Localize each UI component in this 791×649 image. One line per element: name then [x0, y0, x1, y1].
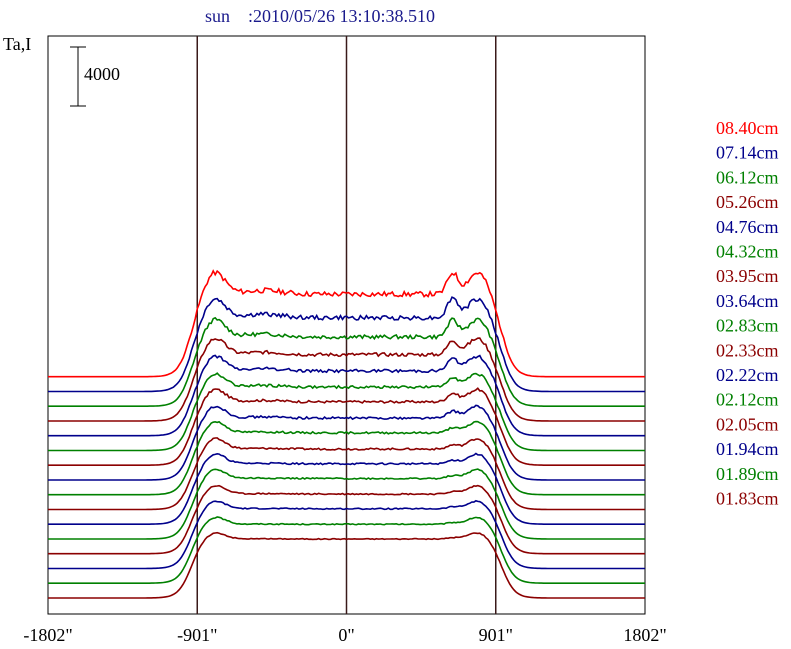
- series-line-02.22cm: [48, 452, 645, 525]
- legend-entry: 02.83cm: [716, 316, 779, 336]
- series-line-07.14cm: [48, 296, 645, 393]
- legend-entry: 03.95cm: [716, 266, 779, 286]
- series-group: [48, 269, 645, 599]
- x-tick-label: -1802": [23, 625, 72, 645]
- series-line-04.32cm: [48, 372, 645, 452]
- legend-entry: 02.33cm: [716, 340, 779, 360]
- legend-entry: 01.94cm: [716, 439, 779, 459]
- series-line-02.05cm: [48, 484, 645, 555]
- legend-entry: 05.26cm: [716, 192, 779, 212]
- scale-bar-label: 4000: [84, 64, 120, 84]
- legend-entry: 02.22cm: [716, 365, 779, 385]
- chart-title: sun :2010/05/26 13:10:38.510: [205, 6, 435, 26]
- legend-entry: 03.64cm: [716, 291, 779, 311]
- series-line-01.83cm: [48, 531, 645, 599]
- legend-entry: 04.32cm: [716, 242, 779, 262]
- series-line-02.33cm: [48, 437, 645, 511]
- x-tick-label: 1802": [623, 625, 666, 645]
- series-line-01.94cm: [48, 499, 645, 570]
- series-line-08.40cm: [48, 269, 645, 378]
- legend: 08.40cm 07.14cm 06.12cm 05.26cm 04.76cm 04.32…: [716, 118, 779, 509]
- series-line-05.26cm: [48, 337, 645, 422]
- series-line-02.83cm: [48, 420, 645, 496]
- legend-entry: 07.14cm: [716, 143, 779, 163]
- legend-entry: 01.83cm: [716, 489, 779, 509]
- x-tick-label: -901": [177, 625, 217, 645]
- reference-lines: [196, 36, 497, 614]
- legend-entry: 08.40cm: [716, 118, 779, 138]
- series-line-01.89cm: [48, 516, 645, 584]
- legend-entry: 02.05cm: [716, 414, 779, 434]
- legend-entry: 06.12cm: [716, 167, 779, 187]
- series-line-02.12cm: [48, 468, 645, 540]
- x-tick-label: 901": [479, 625, 513, 645]
- intensity-scale-bar: 4000: [70, 46, 120, 107]
- x-tick-label: 0": [338, 625, 354, 645]
- series-line-03.64cm: [48, 404, 645, 481]
- series-line-06.12cm: [48, 316, 645, 407]
- legend-entry: 04.76cm: [716, 217, 779, 237]
- legend-entry: 01.89cm: [716, 464, 779, 484]
- series-line-04.76cm: [48, 354, 645, 437]
- series-line-03.95cm: [48, 387, 645, 466]
- y-axis-label: Ta,I: [3, 34, 31, 54]
- legend-entry: 02.12cm: [716, 390, 779, 410]
- x-axis-ticks: -1802" -901" 0" 901" 1802": [23, 625, 666, 645]
